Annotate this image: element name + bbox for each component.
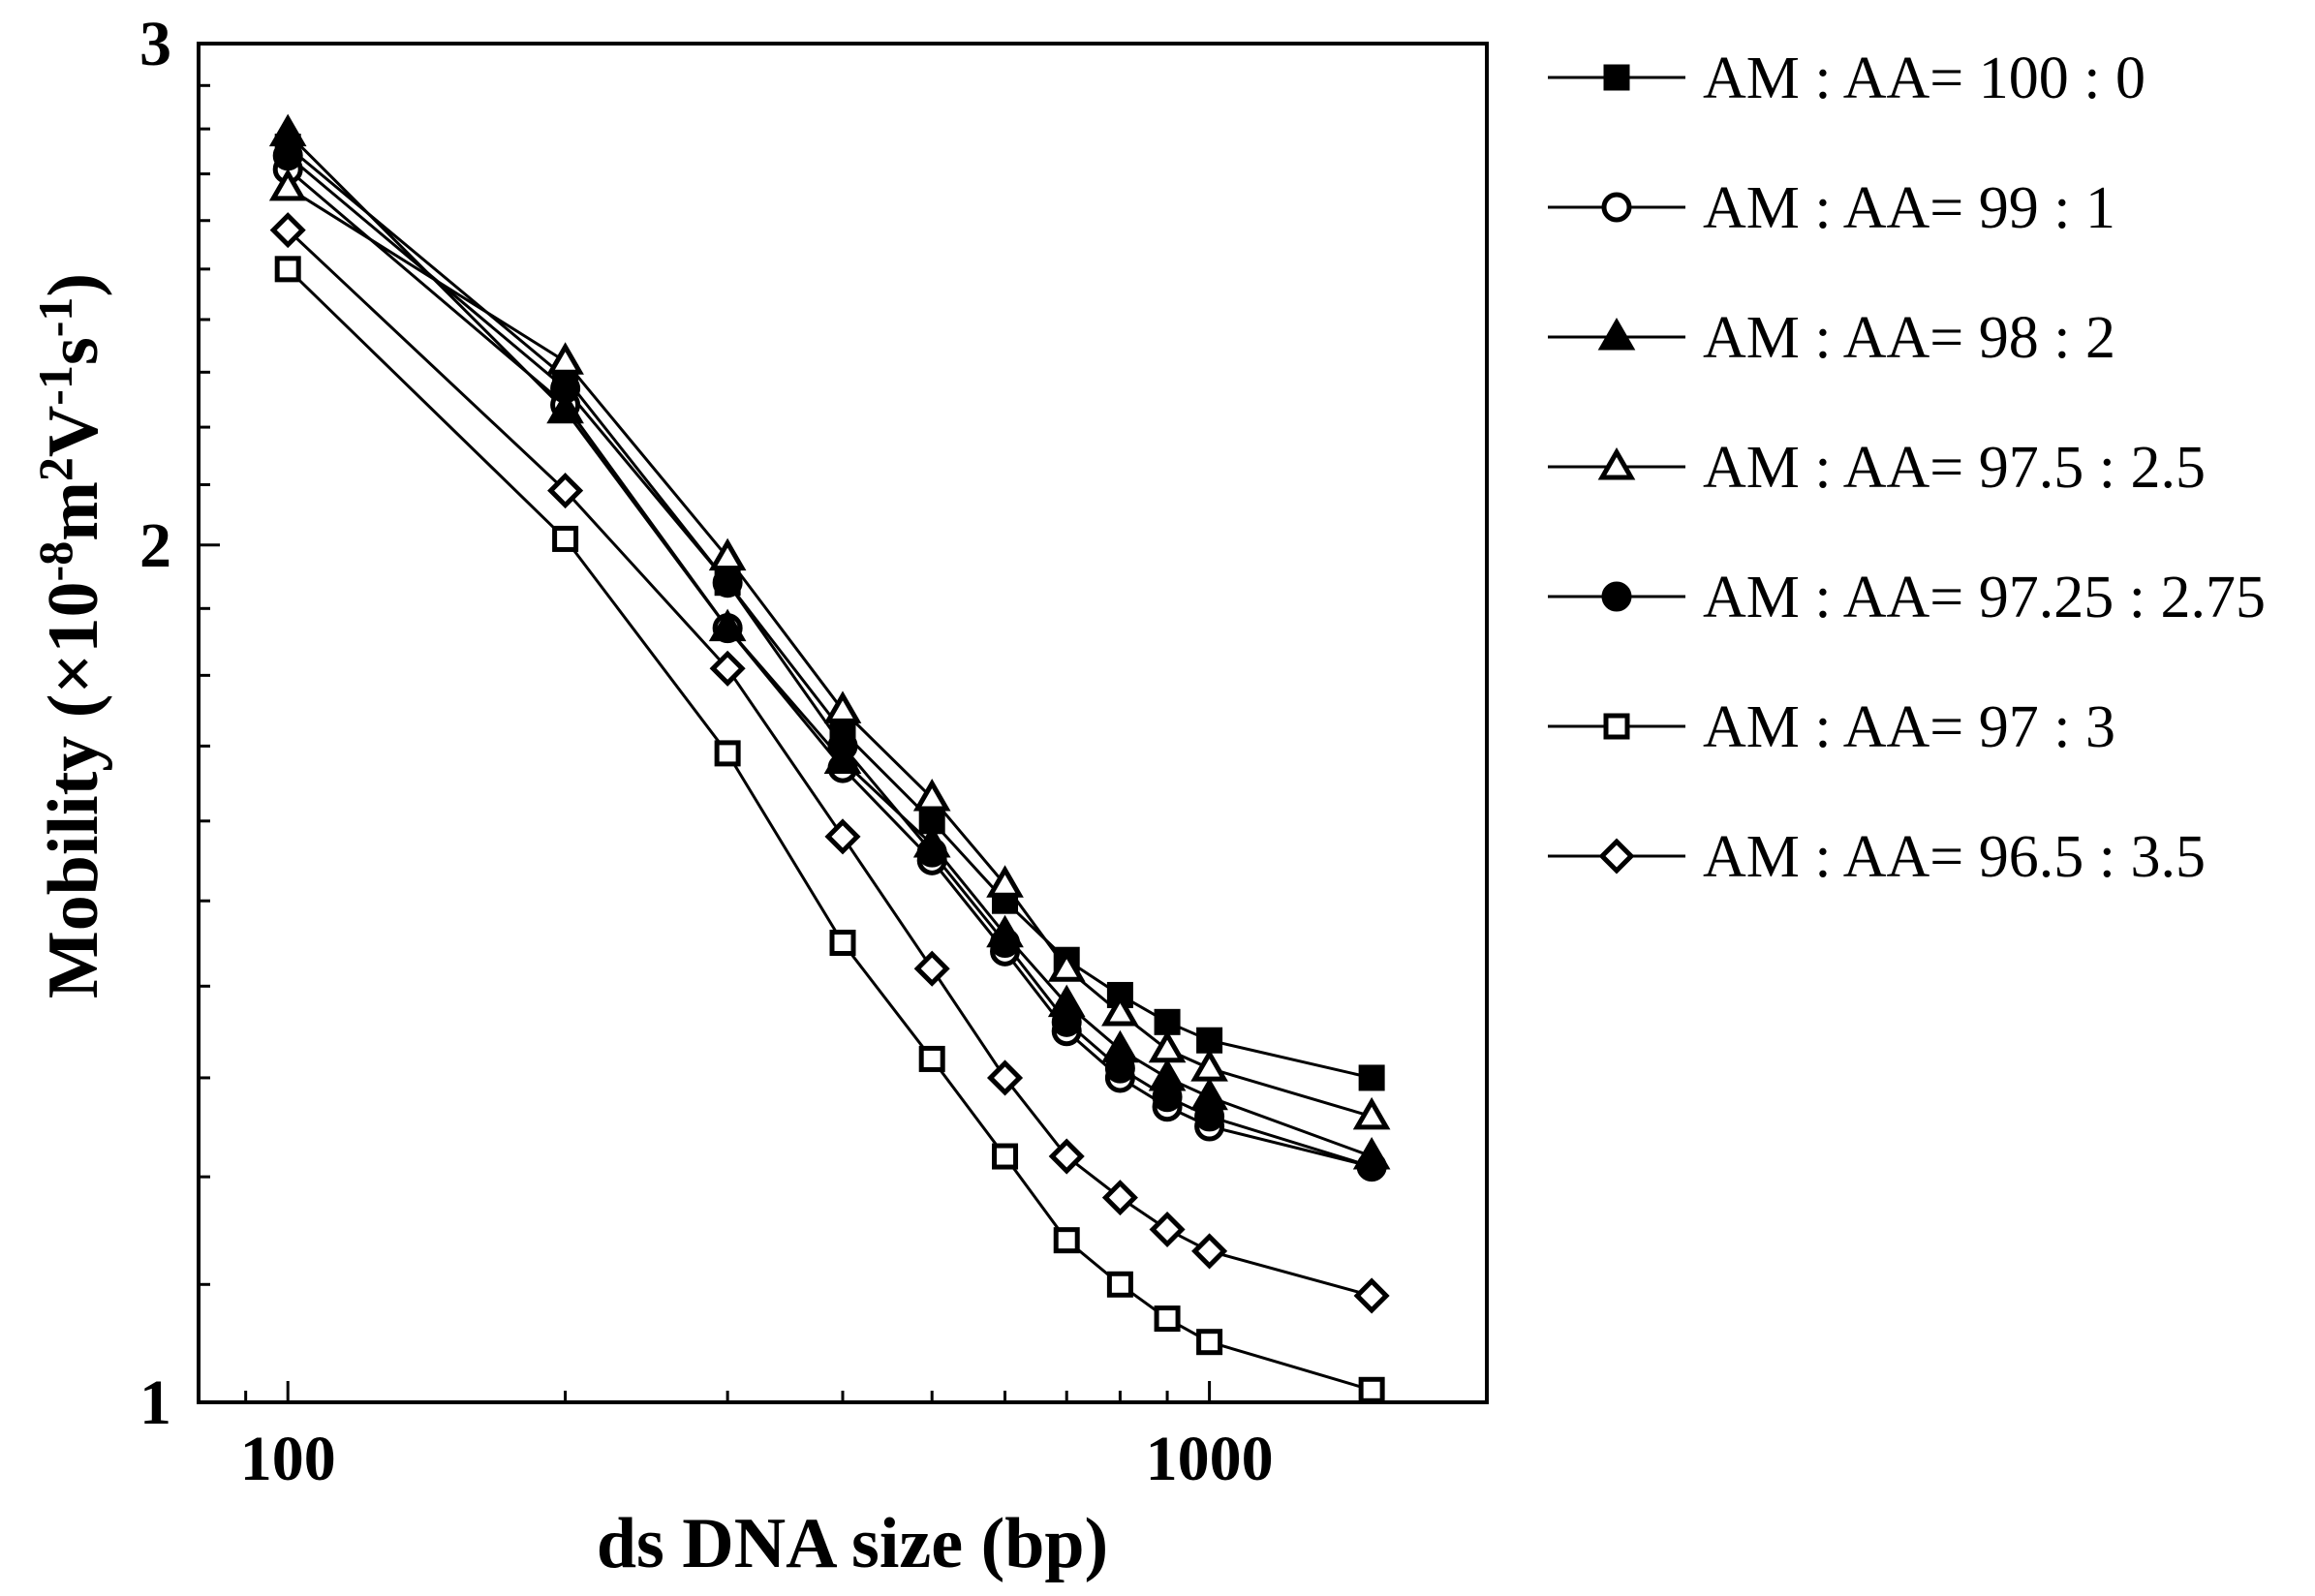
data-point xyxy=(918,1045,945,1072)
legend-marker xyxy=(1598,838,1635,875)
data-point xyxy=(1352,1096,1391,1130)
data-point xyxy=(913,950,950,987)
y-axis-title-part: -1 xyxy=(28,365,82,406)
data-point xyxy=(1191,1233,1228,1270)
data-point xyxy=(1190,1049,1228,1082)
data-point xyxy=(1196,1329,1223,1356)
data-point xyxy=(824,818,861,855)
data-point xyxy=(916,837,947,868)
data-point xyxy=(1358,1376,1385,1403)
data-point xyxy=(1356,1151,1387,1182)
data-point xyxy=(1104,1053,1135,1084)
y-axis-title-part: m xyxy=(34,481,113,541)
legend-label: AM : AA= 96.5 : 3.5 xyxy=(1703,824,2206,890)
y-axis-title-part: Mobility (×10 xyxy=(34,581,113,998)
data-point xyxy=(274,256,301,283)
data-point xyxy=(1048,1138,1085,1175)
legend-label: AM : AA= 97.25 : 2.75 xyxy=(1703,565,2266,630)
data-point xyxy=(912,779,951,812)
legend-label: AM : AA= 100 : 0 xyxy=(1703,46,2145,111)
data-point xyxy=(1101,1180,1138,1216)
data-point xyxy=(827,730,858,761)
data-point xyxy=(550,373,581,404)
data-point xyxy=(546,342,584,375)
y-axis-title-part: -8 xyxy=(28,541,82,582)
data-point xyxy=(823,691,862,723)
data-point xyxy=(1152,1082,1183,1113)
series-line xyxy=(287,186,1373,1119)
data-point xyxy=(1154,1305,1181,1333)
data-point xyxy=(1154,1008,1181,1035)
data-point xyxy=(1051,1006,1082,1037)
x-tick-label: 1000 xyxy=(1146,1424,1274,1494)
y-axis-title: Mobility (×10-8m2V-1s-1) xyxy=(28,273,113,998)
x-axis-title: ds DNA size (bp) xyxy=(597,1504,1108,1583)
series-line xyxy=(287,168,1373,1169)
data-point xyxy=(1353,1277,1390,1314)
legend-marker xyxy=(1603,64,1630,91)
y-tick-label: 3 xyxy=(139,9,171,79)
y-tick-label: 2 xyxy=(139,510,171,581)
data-point xyxy=(986,1059,1024,1096)
legend: AM : AA= 100 : 0 AM : AA= 99 : 1 AM : AA= … xyxy=(1548,46,2266,890)
y-axis-title-part: -1 xyxy=(28,297,82,338)
data-point xyxy=(708,608,747,642)
y-axis-title-part: V xyxy=(34,406,113,457)
legend-marker xyxy=(1601,581,1632,612)
data-point xyxy=(829,929,856,956)
y-axis-title-part: s xyxy=(34,337,113,365)
data-point xyxy=(714,740,741,767)
data-point xyxy=(986,865,1024,898)
legend-label: AM : AA= 97 : 3 xyxy=(1703,694,2115,760)
data-point xyxy=(1148,1029,1187,1063)
legend-marker xyxy=(1597,446,1636,480)
data-point xyxy=(552,525,579,552)
data-point xyxy=(1194,1101,1225,1132)
data-point xyxy=(269,212,306,249)
data-point xyxy=(268,113,307,147)
data-point xyxy=(546,390,584,424)
data-point xyxy=(547,473,584,509)
x-tick-label: 100 xyxy=(240,1424,336,1494)
data-point xyxy=(1047,949,1086,982)
data-point xyxy=(712,568,743,598)
y-axis-title-part: ) xyxy=(34,273,113,297)
legend-label: AM : AA= 98 : 2 xyxy=(1703,305,2115,371)
data-point xyxy=(992,1143,1019,1170)
legend-marker xyxy=(1603,713,1630,740)
plot-area xyxy=(268,113,1391,1403)
series-line xyxy=(287,132,1373,1158)
data-point xyxy=(990,927,1021,958)
legend-label: AM : AA= 99 : 1 xyxy=(1703,175,2115,241)
data-point xyxy=(1358,1064,1385,1091)
legend-label: AM : AA= 97.5 : 2.5 xyxy=(1703,435,2206,501)
data-point xyxy=(1149,1211,1186,1248)
series-line xyxy=(287,267,1373,1392)
legend-marker xyxy=(1597,317,1636,351)
data-point xyxy=(709,650,746,687)
y-tick-label: 1 xyxy=(139,1367,171,1438)
data-point xyxy=(272,140,303,171)
data-point xyxy=(1101,993,1139,1027)
data-point xyxy=(1196,1027,1223,1054)
data-point xyxy=(1053,1227,1080,1254)
data-point xyxy=(268,168,307,201)
y-axis-title-part: 2 xyxy=(28,457,82,481)
legend-marker xyxy=(1601,192,1632,223)
data-point xyxy=(1106,1271,1133,1298)
